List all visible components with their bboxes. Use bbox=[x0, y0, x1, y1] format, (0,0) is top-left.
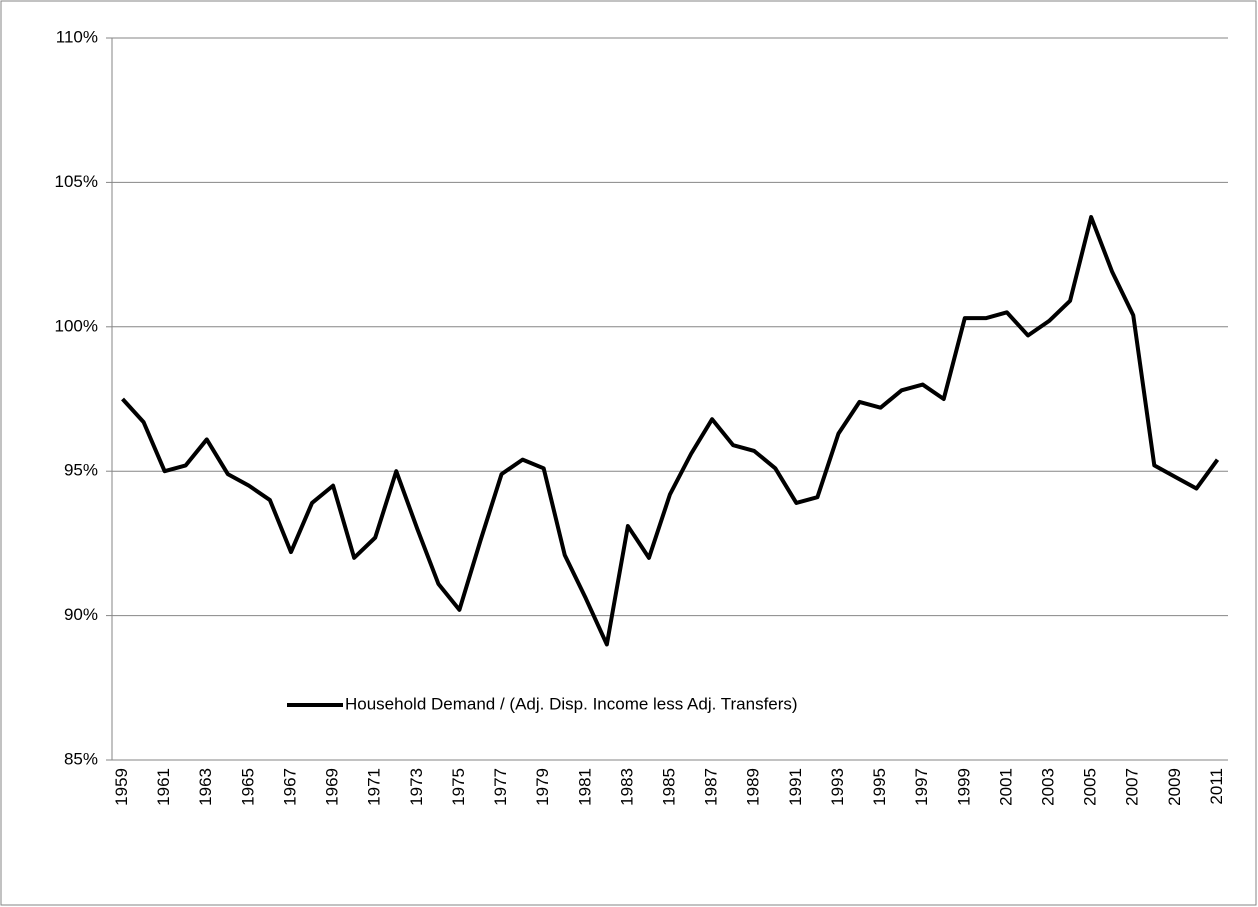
x-tick-label: 1997 bbox=[912, 768, 931, 806]
x-tick-label: 2003 bbox=[1039, 768, 1058, 806]
x-tick-label: 1987 bbox=[702, 768, 721, 806]
x-tick-label: 1983 bbox=[617, 768, 636, 806]
x-tick-label: 1963 bbox=[196, 768, 215, 806]
x-tick-label: 1967 bbox=[280, 768, 299, 806]
y-tick-label: 100% bbox=[55, 316, 98, 335]
x-tick-label: 1989 bbox=[744, 768, 763, 806]
x-tick-label: 1965 bbox=[238, 768, 257, 806]
x-tick-label: 1969 bbox=[323, 768, 342, 806]
x-tick-label: 1971 bbox=[365, 768, 384, 806]
x-tick-label: 1995 bbox=[870, 768, 889, 806]
y-tick-label: 90% bbox=[64, 605, 98, 624]
y-tick-label: 110% bbox=[56, 27, 98, 46]
x-tick-label: 1975 bbox=[449, 768, 468, 806]
y-tick-label: 85% bbox=[64, 749, 98, 768]
y-tick-label: 105% bbox=[55, 172, 98, 191]
x-tick-label: 2009 bbox=[1165, 768, 1184, 806]
x-tick-label: 1979 bbox=[533, 768, 552, 806]
x-tick-label: 2001 bbox=[996, 768, 1015, 806]
y-tick-label: 95% bbox=[64, 461, 98, 480]
series-line bbox=[121, 215, 1220, 647]
x-tick-label: 2007 bbox=[1123, 768, 1142, 806]
x-tick-label: 1959 bbox=[112, 768, 131, 806]
x-tick-label: 1961 bbox=[154, 768, 173, 806]
x-tick-label: 1981 bbox=[575, 768, 594, 806]
x-tick-label: 1977 bbox=[491, 768, 510, 806]
x-tick-label: 2011 bbox=[1207, 768, 1226, 805]
x-tick-label: 2005 bbox=[1081, 768, 1100, 806]
x-tick-label: 1973 bbox=[407, 768, 426, 806]
legend-label: Household Demand / (Adj. Disp. Income le… bbox=[345, 694, 798, 713]
x-tick-label: 1985 bbox=[659, 768, 678, 806]
x-tick-label: 1993 bbox=[828, 768, 847, 806]
x-tick-label: 1999 bbox=[954, 768, 973, 806]
x-tick-label: 1991 bbox=[786, 768, 805, 806]
